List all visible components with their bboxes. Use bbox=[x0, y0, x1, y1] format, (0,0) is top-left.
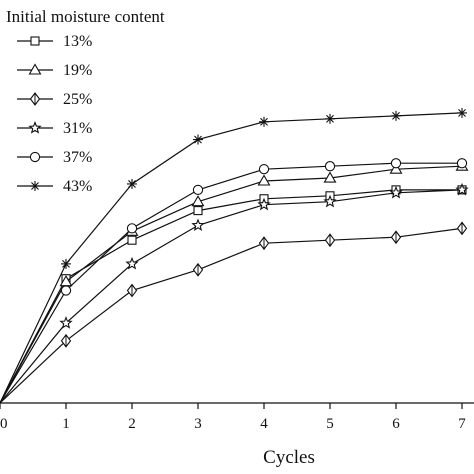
data-point-asterisk bbox=[457, 107, 467, 118]
data-point-triangle bbox=[257, 174, 271, 186]
data-point-asterisk bbox=[391, 110, 401, 121]
data-point-circle bbox=[126, 223, 138, 234]
legend-label: 37% bbox=[63, 149, 92, 166]
legend-entry: 37% bbox=[17, 149, 92, 166]
legend-marker-star bbox=[28, 121, 42, 134]
data-point-triangle bbox=[323, 171, 337, 183]
data-point-triangle bbox=[191, 195, 205, 207]
series-line bbox=[0, 165, 463, 404]
data-point-asterisk bbox=[193, 134, 203, 145]
series-line bbox=[0, 189, 462, 404]
data-point-circle bbox=[258, 164, 270, 175]
series-asterisk bbox=[0, 107, 467, 404]
data-point-triangle bbox=[389, 162, 403, 174]
data-point-asterisk bbox=[127, 178, 137, 189]
legend-marker-triangle bbox=[28, 63, 42, 75]
data-point-star bbox=[323, 194, 337, 208]
legend-marker-asterisk bbox=[30, 181, 40, 191]
series-line bbox=[0, 189, 463, 404]
series-star bbox=[0, 182, 469, 404]
data-point-circle bbox=[456, 158, 468, 169]
x-tick-label: 1 bbox=[62, 416, 70, 432]
x-tick-label: 0 bbox=[0, 416, 8, 432]
x-tick-label: 2 bbox=[128, 416, 136, 432]
x-tick-label: 6 bbox=[392, 416, 400, 432]
x-tick-label: 7 bbox=[458, 416, 466, 432]
data-point-star bbox=[59, 316, 73, 329]
legend-label: 43% bbox=[63, 178, 92, 195]
axes: 0 1 2 3 4 5 6 7 bbox=[0, 402, 474, 432]
legend-label: 13% bbox=[63, 33, 92, 50]
series-line bbox=[0, 227, 463, 404]
legend-label: 25% bbox=[63, 91, 92, 108]
legend: Initial moisture content 13% 19% 25% 31% 37%… bbox=[6, 7, 165, 195]
data-point-diamond bbox=[192, 262, 204, 277]
data-point-square bbox=[193, 206, 203, 216]
series-triangle bbox=[0, 159, 469, 404]
series-circle bbox=[0, 158, 468, 404]
data-point-asterisk bbox=[325, 113, 335, 124]
series-line bbox=[0, 112, 463, 404]
data-point-diamond bbox=[324, 233, 336, 248]
legend-entry: 13% bbox=[17, 33, 92, 50]
x-tick-label: 5 bbox=[326, 416, 334, 432]
data-point-diamond bbox=[126, 283, 138, 298]
legend-entry: 25% bbox=[17, 91, 92, 108]
data-point-star bbox=[389, 185, 403, 199]
data-point-circle bbox=[390, 158, 402, 169]
legend-marker-diamond bbox=[29, 92, 41, 106]
x-axis-title: Cycles bbox=[263, 447, 315, 468]
data-point-star bbox=[455, 182, 469, 196]
series-square bbox=[0, 185, 467, 404]
series-diamond bbox=[0, 221, 468, 404]
data-point-diamond bbox=[456, 221, 468, 236]
x-tick-label: 3 bbox=[194, 416, 202, 432]
legend-entry: 19% bbox=[17, 62, 92, 79]
data-point-circle bbox=[324, 161, 336, 172]
x-tick-label: 4 bbox=[260, 416, 268, 432]
legend-marker-circle bbox=[29, 151, 41, 163]
data-point-diamond bbox=[390, 230, 402, 245]
legend-label: 19% bbox=[63, 62, 92, 79]
legend-entry: 31% bbox=[17, 120, 92, 137]
data-point-star bbox=[125, 256, 139, 270]
series-line bbox=[0, 162, 462, 404]
data-point-circle bbox=[192, 184, 204, 196]
data-point-diamond bbox=[258, 236, 270, 251]
legend-label: 31% bbox=[63, 120, 92, 137]
data-point-star bbox=[191, 218, 205, 232]
legend-entry: 43% bbox=[17, 178, 92, 195]
data-point-star bbox=[257, 197, 271, 211]
data-point-asterisk bbox=[259, 116, 269, 127]
legend-marker-square bbox=[30, 36, 40, 46]
data-point-diamond bbox=[60, 333, 72, 348]
series-layer bbox=[0, 107, 469, 404]
data-point-circle bbox=[60, 285, 72, 296]
legend-title: Initial moisture content bbox=[6, 7, 165, 26]
data-point-asterisk bbox=[61, 258, 71, 269]
data-point-square bbox=[127, 235, 137, 245]
